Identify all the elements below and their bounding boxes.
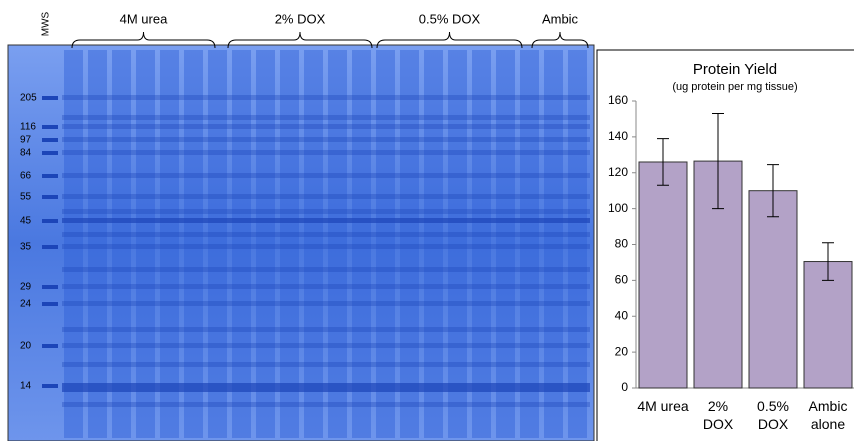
gel-lane [376, 50, 395, 438]
gel-lane [472, 50, 491, 438]
gel-band [62, 362, 590, 367]
group-label: 0.5% DOX [419, 11, 481, 26]
x-tick-label: 2% DOX [702, 398, 734, 432]
gel-lane [136, 50, 155, 438]
y-tick-label: 100 [608, 201, 628, 215]
bar [748, 190, 798, 389]
marker-band [42, 151, 58, 155]
gel-lane [256, 50, 275, 438]
gel-band [62, 232, 590, 237]
marker-label: 116 [20, 122, 36, 133]
y-tick-label: 160 [608, 93, 628, 107]
marker-band [42, 138, 58, 142]
gel-band [62, 383, 590, 392]
marker-label: 55 [20, 192, 32, 203]
group-bracket [71, 31, 216, 49]
gel-band [62, 343, 590, 348]
marker-band [42, 302, 58, 306]
gel-lane [112, 50, 131, 438]
gel-band [62, 115, 590, 120]
bar [638, 161, 688, 389]
y-tick-label: 120 [608, 165, 628, 179]
gel-band [62, 150, 590, 155]
gel-band [62, 284, 590, 289]
error-bar [657, 138, 669, 186]
gel-lane [208, 50, 227, 438]
gel-lane [544, 50, 563, 438]
gel-lane [64, 50, 83, 438]
lane-label: MWS [41, 11, 52, 36]
x-tick-label: Ambic alone [808, 398, 848, 432]
marker-label: 205 [20, 93, 37, 104]
y-tick-label: 0 [621, 380, 628, 394]
gel-lane [520, 50, 539, 438]
y-tick-label: 80 [615, 237, 629, 251]
gel-lane [424, 50, 443, 438]
gel [7, 44, 595, 441]
gel-band [62, 124, 590, 129]
marker-band [42, 245, 58, 249]
marker-band [42, 344, 58, 348]
gel-lane [496, 50, 515, 438]
gel-band [62, 209, 590, 214]
gel-lane [328, 50, 347, 438]
gel-band [62, 137, 590, 142]
gel-lane [352, 50, 371, 438]
marker-band [42, 96, 58, 100]
gel-band [62, 218, 590, 223]
gel-lane [88, 50, 107, 438]
y-tick-label: 140 [608, 129, 628, 143]
gel-band [62, 402, 590, 407]
group-bracket [531, 31, 589, 49]
marker-band [42, 219, 58, 223]
group-label: Ambic [542, 11, 579, 26]
error-bar [767, 164, 779, 218]
gel-band [62, 267, 590, 272]
gel-lane [184, 50, 203, 438]
marker-label: 84 [20, 148, 32, 159]
marker-label: 14 [20, 381, 32, 392]
marker-label: 97 [20, 135, 32, 146]
group-label: 2% DOX [275, 11, 326, 26]
gel-band [62, 327, 590, 332]
y-tick-label: 40 [615, 308, 629, 322]
x-tick-label: 0.5% DOX [757, 398, 789, 432]
marker-band [42, 285, 58, 289]
gel-lane [304, 50, 323, 438]
group-bracket [376, 31, 523, 49]
error-bar [822, 242, 834, 281]
chart-subtitle: (ug protein per mg tissue) [672, 81, 797, 93]
marker-label: 45 [20, 216, 32, 227]
gel-lane [280, 50, 299, 438]
marker-label: 29 [20, 282, 32, 293]
group-label: 4M urea [120, 11, 168, 26]
marker-label: 35 [20, 242, 32, 253]
gel-band [62, 173, 590, 178]
gel-lane [400, 50, 419, 438]
gel-lane [160, 50, 179, 438]
gel-lane [232, 50, 251, 438]
gel-band [62, 194, 590, 199]
gel-band [62, 244, 590, 249]
gel-lane [568, 50, 587, 438]
y-tick-label: 20 [615, 344, 629, 358]
chart-title: Protein Yield [693, 61, 777, 78]
gel-band [62, 301, 590, 306]
marker-band [42, 125, 58, 129]
marker-label: 66 [20, 171, 32, 182]
marker-band [42, 195, 58, 199]
gel-lane [448, 50, 467, 438]
marker-label: 20 [20, 341, 32, 352]
y-tick-label: 60 [615, 273, 629, 287]
bar [803, 261, 853, 389]
group-bracket [227, 31, 373, 49]
marker-band [42, 174, 58, 178]
marker-label: 24 [20, 299, 32, 310]
gel-band [62, 95, 590, 100]
error-bar [712, 113, 724, 210]
marker-band [42, 384, 58, 388]
x-tick-label: 4M urea [637, 398, 689, 414]
